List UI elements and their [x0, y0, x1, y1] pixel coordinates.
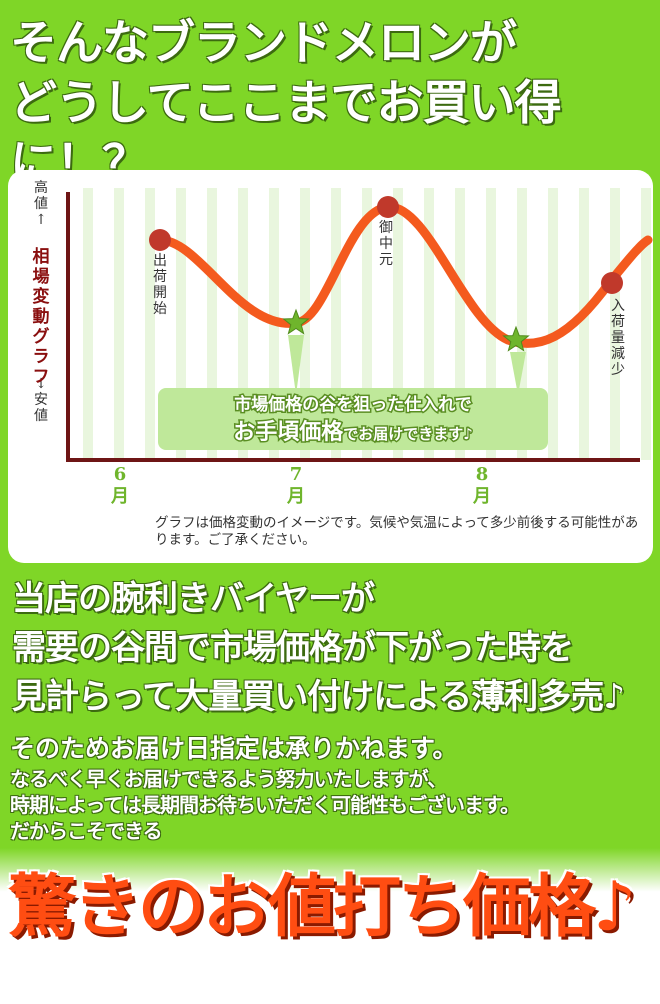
delivery-line-1: そのためお届け日指定は承りかねます。: [10, 734, 458, 763]
graph-point-circle: [601, 272, 623, 294]
grid-stripe: [393, 188, 403, 460]
headline: そんなブランドメロンが どうしてここまでお買い得に！？: [10, 14, 655, 194]
grid-stripe: [641, 188, 651, 460]
buyer-line-2: 需要の谷間で市場価格が下がった時を: [12, 628, 574, 668]
callout-pointer-right: [510, 352, 526, 395]
grid-stripe: [517, 188, 527, 460]
graph-point-star: [282, 308, 310, 335]
grid-stripe: [83, 188, 93, 460]
callout-pointer-left: [288, 335, 304, 395]
grid-stripe: [579, 188, 589, 460]
graph-point-circle: [377, 196, 399, 218]
buyer-line-1: 当店の腕利きバイヤーが: [12, 579, 375, 619]
grid-stripe: [145, 188, 155, 460]
grid-stripe: [362, 188, 372, 460]
grid-stripe: [610, 188, 620, 460]
buyer-line-3: 見計らって大量買い付けによる薄利多売♪: [12, 677, 625, 717]
delivery-line-3: 時期によっては長期間お待ちいただく可能性もございます。: [10, 793, 520, 817]
graph-point-star: [502, 325, 530, 352]
delivery-line-4: だからこそできる: [10, 819, 163, 843]
grid-stripe: [331, 188, 341, 460]
graph-point-label: 御中元: [379, 220, 393, 268]
callout-line-2: お手頃価格でお届けできます♪: [233, 419, 473, 445]
final-slogan: 驚きのお値打ち価格♪: [8, 868, 636, 947]
graph-point-label: 入荷量減少: [611, 298, 625, 378]
graph-point-circle: [149, 229, 171, 251]
price-graph: 高値↑ ↓安値 相場変動グラフ 市場価格の谷を狙った仕入れで お手頃価格でお届け…: [33, 179, 653, 507]
grid-stripe: [424, 188, 434, 460]
bottom-band: [0, 848, 660, 1004]
grid-stripe: [176, 188, 186, 460]
y-high-label: 高値↑: [34, 179, 48, 228]
callout-line-1: 市場価格の谷を狙った仕入れで: [234, 394, 472, 415]
delivery-line-2: なるべく早くお届けできるよう努力いたしますが、: [10, 767, 447, 791]
month-labels: 6 月 7 月 8 月: [110, 464, 491, 507]
graph-note: グラフは価格変動のイメージです。気候や気温によって多少前後する可能性があります。…: [155, 515, 639, 548]
grid-stripe: [114, 188, 124, 460]
buyer-message: 当店の腕利きバイヤーが 需要の谷間で市場価格が下がった時を 見計らって大量買い付…: [12, 575, 652, 722]
price-graph-card: 高値↑ ↓安値 相場変動グラフ 市場価格の谷を狙った仕入れで お手頃価格でお届け…: [8, 170, 653, 563]
callout-box: [158, 388, 548, 450]
graph-point-label: 出荷開始: [153, 253, 167, 317]
y-axis-title: 相場変動グラフ: [33, 246, 50, 387]
price-curve: [155, 202, 653, 348]
grid-stripe: [207, 188, 217, 460]
grid-stripe: [548, 188, 558, 460]
headline-line-1: そんなブランドメロンが: [10, 16, 517, 71]
grid-stripe: [455, 188, 465, 460]
y-low-label: ↓安値: [34, 376, 48, 424]
headline-line-2: どうしてここまでお買い得に！？: [10, 76, 562, 191]
grid-stripe: [238, 188, 248, 460]
delivery-note: そのためお届け日指定は承りかねます。 なるべく早くお届けできるよう努力いたします…: [10, 732, 655, 844]
